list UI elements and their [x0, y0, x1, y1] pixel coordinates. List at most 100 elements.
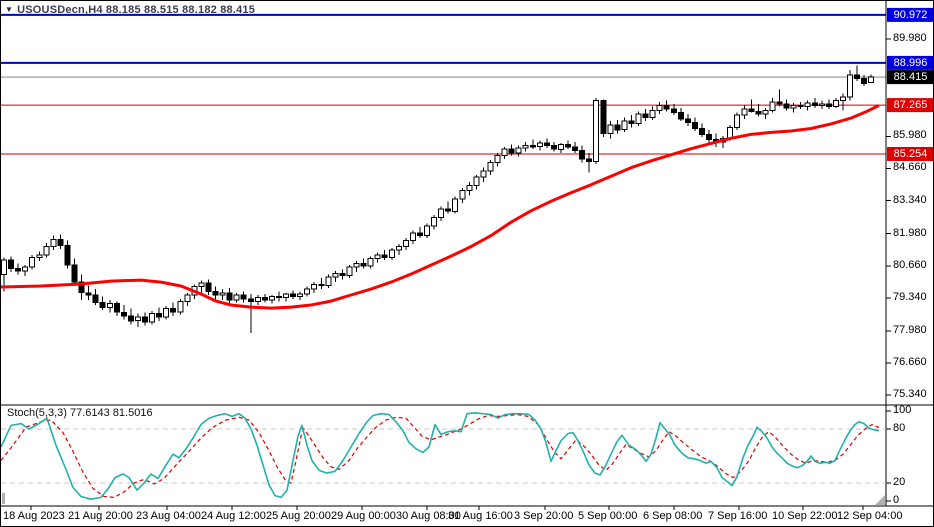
candle-body — [677, 112, 684, 120]
candle-body — [275, 295, 282, 299]
candle-body — [64, 244, 71, 266]
candle-body — [29, 257, 36, 268]
price-level-badge-bg — [887, 7, 933, 22]
candle-body — [734, 114, 741, 128]
candle-body — [8, 259, 15, 269]
candle-body — [15, 268, 22, 272]
candle-body — [346, 266, 353, 277]
symbol-ohlc-label: USOUSDecn,H4 88.185 88.515 88.182 88.415 — [17, 4, 256, 16]
candle-body — [120, 311, 127, 317]
stochastic-label: Stoch(5,3,3) 77.6143 81.5016 — [7, 407, 153, 419]
price-level-badge-bg — [887, 70, 933, 85]
candle-body — [572, 146, 578, 151]
candle-body — [797, 104, 804, 108]
candle-body — [57, 238, 64, 246]
candle-body — [473, 176, 480, 187]
candle-body — [515, 147, 522, 154]
candle-body — [600, 100, 607, 134]
candle-body — [402, 240, 409, 248]
stoch-main-line — [1, 411, 880, 501]
candle-body — [198, 282, 205, 288]
candle-body — [868, 76, 875, 84]
candle-body — [156, 313, 163, 318]
candle-body — [557, 143, 564, 150]
candle-body — [290, 293, 297, 297]
price-level-badge-bg — [887, 147, 933, 161]
candle-body — [565, 143, 571, 148]
candle-body — [374, 254, 381, 260]
candle-body — [247, 298, 254, 302]
candle-body — [304, 288, 311, 295]
candle-body — [663, 104, 670, 110]
candle-body — [762, 109, 769, 115]
candle-body — [36, 254, 43, 259]
candle-body — [127, 315, 134, 322]
panel-resize-grip[interactable] — [2, 493, 5, 504]
candle-body — [268, 295, 275, 301]
candle-body — [466, 185, 473, 192]
candle-body — [332, 272, 339, 278]
candle-body — [367, 258, 374, 267]
candle-body — [226, 292, 233, 301]
candle-body — [727, 126, 734, 139]
candle-body — [318, 283, 325, 286]
candle-body — [43, 246, 50, 256]
price-level-badge-bg — [887, 55, 933, 70]
candle-body — [50, 238, 57, 248]
candle-body — [769, 101, 776, 111]
candle-body — [219, 292, 226, 296]
candle-body — [445, 208, 452, 212]
candle-body — [811, 102, 818, 106]
candle-body — [832, 100, 839, 108]
candle-body — [254, 297, 261, 302]
candle-body — [205, 282, 212, 293]
candle-body — [586, 158, 593, 162]
candle-body — [452, 198, 459, 212]
candle-body — [438, 208, 445, 218]
candle-body — [804, 102, 811, 108]
candle-body — [818, 103, 825, 106]
candle-body — [71, 264, 78, 283]
candle-body — [325, 276, 332, 286]
candle-body — [706, 134, 712, 141]
candle-body — [416, 232, 423, 237]
candle-body — [621, 120, 628, 131]
candle-body — [825, 103, 832, 108]
candle-body — [240, 294, 247, 300]
candle-body — [78, 281, 85, 294]
candle-body — [755, 111, 762, 115]
candle-body — [839, 96, 846, 102]
candle-body — [177, 300, 184, 313]
candle-body — [628, 120, 635, 125]
candle-body — [579, 149, 586, 160]
candle-body — [607, 124, 614, 134]
candle-body — [22, 266, 29, 272]
candle-body — [670, 108, 677, 114]
candle-body — [790, 104, 797, 109]
candle-body — [163, 308, 170, 318]
candle-body — [536, 142, 543, 148]
candle-body — [487, 162, 494, 172]
candle-body — [459, 190, 466, 200]
candle-body — [353, 263, 360, 268]
symbol-marker-icon: ▼ — [5, 5, 14, 14]
candle-body — [684, 118, 691, 123]
window-resize-grip[interactable] — [875, 495, 885, 505]
candle-body — [170, 308, 177, 313]
candle-body — [360, 263, 367, 267]
symbol-header: ▼ USOUSDecn,H4 88.185 88.515 88.182 88.41… — [5, 4, 255, 16]
stoch-signal-line — [1, 413, 880, 499]
candle-body — [649, 109, 656, 119]
moving-average-line — [1, 104, 880, 310]
candle-body — [424, 225, 430, 237]
candle-body — [142, 316, 148, 323]
candle-body — [642, 113, 649, 119]
candle-body — [494, 154, 501, 164]
candle-body — [113, 303, 120, 313]
candle-body — [691, 122, 698, 130]
candle-body — [212, 291, 219, 296]
candle-body — [409, 232, 416, 241]
candle-body — [134, 316, 141, 322]
